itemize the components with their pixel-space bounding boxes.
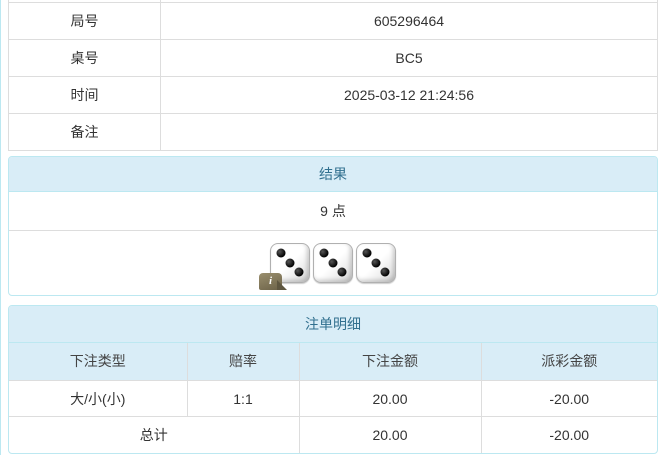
total-row: 总计 20.00 -20.00 <box>9 416 657 453</box>
table-number-label: 桌号 <box>8 38 161 77</box>
die-pip <box>337 267 347 277</box>
bets-panel: 注单明细 下注类型 赔率 下注金额 派彩金额 大/小(小) 1:1 20.00 … <box>8 304 658 454</box>
total-payout-amount: -20.00 <box>480 416 657 453</box>
time-label: 时间 <box>8 75 161 114</box>
table-number-value: BC5 <box>160 38 658 77</box>
total-label: 总计 <box>9 416 300 453</box>
bets-header-row: 下注类型 赔率 下注金额 派彩金额 <box>9 342 657 381</box>
die-pip <box>371 258 381 267</box>
col-bet-type: 下注类型 <box>9 342 188 381</box>
dice-row: i <box>9 231 657 295</box>
die-pip <box>285 258 295 267</box>
round-number-label: 局号 <box>8 1 161 40</box>
bets-panel-title: 注单明细 <box>9 305 657 343</box>
bet-row: 大/小(小) 1:1 20.00 -20.00 <box>9 380 657 417</box>
die-3-value-3 <box>356 242 396 283</box>
info-row-table: 桌号 BC5 <box>8 38 658 77</box>
remark-value <box>160 112 658 151</box>
content: 局号 605296464 桌号 BC5 时间 2025-03-12 21:24:… <box>8 0 658 454</box>
die-pip <box>294 267 304 277</box>
info-row-round: 局号 605296464 <box>8 1 658 40</box>
die-pip <box>362 248 372 258</box>
col-odds: 赔率 <box>186 342 300 381</box>
result-panel-title: 结果 <box>9 156 657 192</box>
die-2-value-3 <box>313 242 353 283</box>
info-row-remark: 备注 <box>8 112 658 151</box>
col-payout-amount: 派彩金额 <box>480 342 657 381</box>
die-pip <box>319 248 329 258</box>
die-pip <box>380 267 390 277</box>
bet-odds: 1:1 <box>186 380 300 417</box>
bet-amount: 20.00 <box>298 380 482 417</box>
page-left-border <box>0 0 1 455</box>
round-number-value: 605296464 <box>160 1 658 40</box>
info-row-time: 时间 2025-03-12 21:24:56 <box>8 75 658 114</box>
bet-type: 大/小(小) <box>9 380 188 417</box>
info-badge-icon[interactable]: i <box>259 272 287 290</box>
total-bet-amount: 20.00 <box>298 416 482 453</box>
col-bet-amount: 下注金额 <box>298 342 482 381</box>
result-points: 9 点 <box>9 192 657 231</box>
time-value: 2025-03-12 21:24:56 <box>160 75 658 114</box>
game-info-table: 局号 605296464 桌号 BC5 时间 2025-03-12 21:24:… <box>8 0 658 151</box>
result-panel: 结果 9 点 i <box>8 155 658 296</box>
die-pip <box>328 258 338 267</box>
remark-label: 备注 <box>8 112 161 151</box>
die-pip <box>276 248 286 258</box>
bet-payout: -20.00 <box>480 380 657 417</box>
dice-strip: i <box>259 242 396 290</box>
bets-table: 下注类型 赔率 下注金额 派彩金额 大/小(小) 1:1 20.00 -20.0… <box>9 342 657 453</box>
